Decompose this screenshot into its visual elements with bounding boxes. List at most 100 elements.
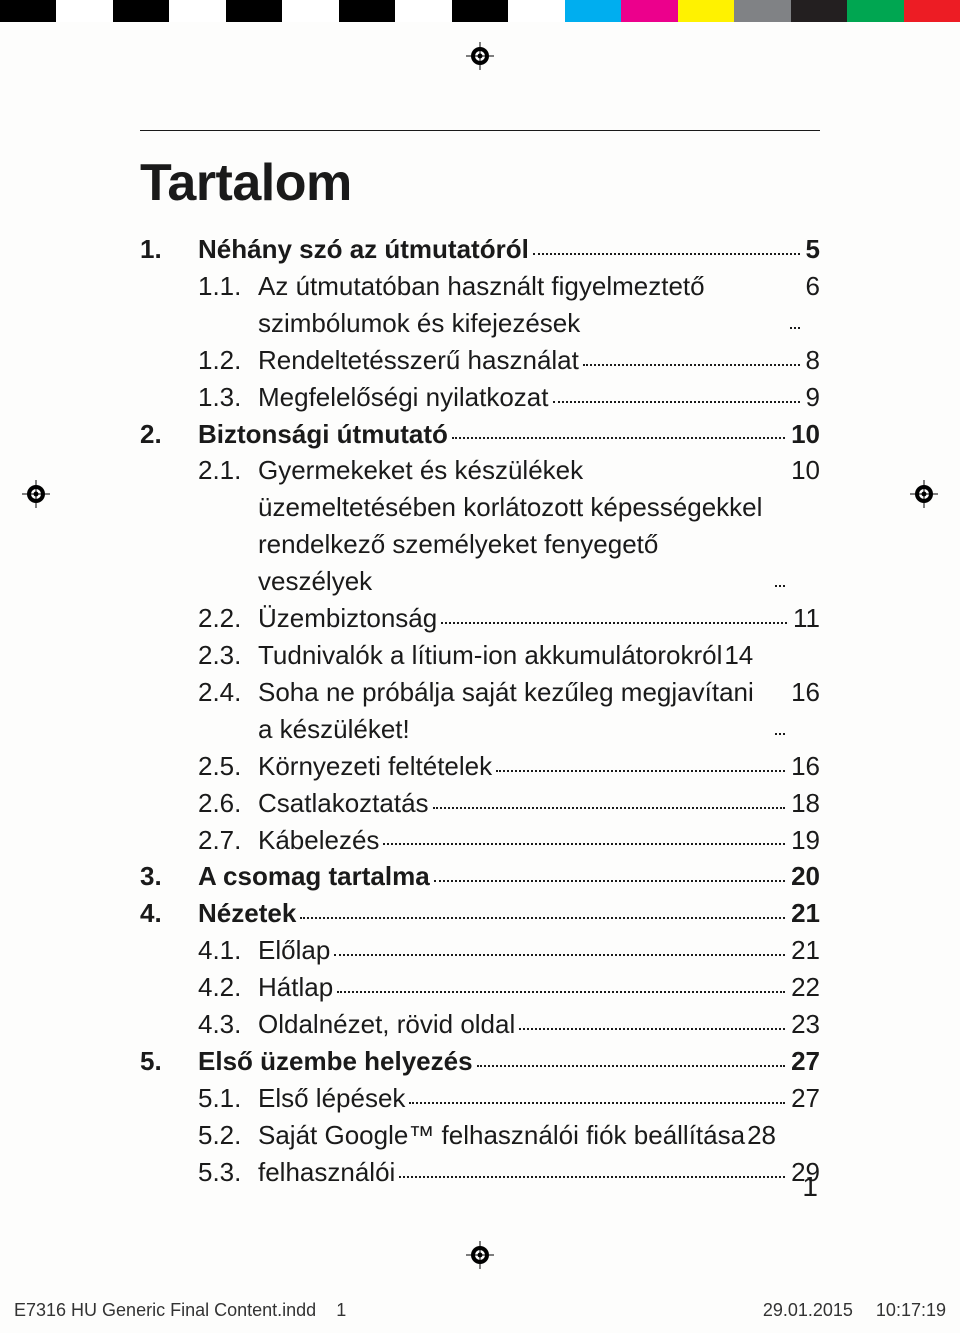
toc-number: 1.1. <box>198 268 258 305</box>
toc-label: Az útmutatóban használt figyelmeztető sz… <box>258 268 786 342</box>
toc-entry-subsection: 2.5.Környezeti feltételek16 <box>140 748 820 785</box>
toc-entry-subsection: 5.3.felhasználói29 <box>140 1154 820 1191</box>
toc-number: 1. <box>140 231 198 268</box>
colorbar-segment <box>226 0 282 22</box>
colorbar-segment <box>904 0 960 22</box>
toc-leader <box>775 733 785 735</box>
toc-entry-subsection: 2.6.Csatlakoztatás18 <box>140 785 820 822</box>
toc-leader <box>334 954 785 956</box>
toc-page: 10 <box>789 416 820 453</box>
toc-entry-subsection: 4.1.Előlap21 <box>140 932 820 969</box>
toc-leader <box>399 1176 785 1178</box>
toc-page: 14 <box>722 637 753 674</box>
toc-leader <box>300 917 785 919</box>
table-of-contents: 1.Néhány szó az útmutatóról51.1.Az útmut… <box>140 231 820 1191</box>
colorbar-segment <box>339 0 395 22</box>
toc-entry-subsection: 2.2.Üzembiztonság11 <box>140 600 820 637</box>
toc-entry-subsection: 1.3.Megfelelőségi nyilatkozat 9 <box>140 379 820 416</box>
toc-entry-section: 2.Biztonsági útmutató10 <box>140 416 820 453</box>
toc-label: Biztonsági útmutató <box>198 416 448 453</box>
toc-number: 2.1. <box>198 452 258 489</box>
toc-page: 8 <box>804 342 820 379</box>
colorbar-segment <box>169 0 225 22</box>
toc-page: 27 <box>789 1080 820 1117</box>
toc-page: 22 <box>789 969 820 1006</box>
colorbar-segment <box>452 0 508 22</box>
toc-label: Soha ne próbálja saját kezűleg megjavíta… <box>258 674 771 748</box>
toc-label: Néhány szó az útmutatóról <box>198 231 529 268</box>
toc-label: A csomag tartalma <box>198 858 430 895</box>
toc-page: 21 <box>789 932 820 969</box>
toc-label: Tudnivalók a lítium-ion akkumulátorokról <box>258 637 722 674</box>
toc-entry-subsection: 2.7.Kábelezés19 <box>140 822 820 859</box>
toc-leader <box>519 1028 785 1030</box>
toc-page: 20 <box>789 858 820 895</box>
toc-label: Környezeti feltételek <box>258 748 492 785</box>
toc-entry-subsection: 2.1.Gyermekeket és készülékek üzemelteté… <box>140 452 820 600</box>
toc-number: 4.3. <box>198 1006 258 1043</box>
toc-page: 16 <box>789 674 820 711</box>
toc-page: 28 <box>745 1117 776 1154</box>
toc-label: Hátlap <box>258 969 333 1006</box>
toc-leader <box>383 843 785 845</box>
toc-entry-subsection: 4.2.Hátlap 22 <box>140 969 820 1006</box>
toc-leader <box>533 253 800 255</box>
toc-label: Oldalnézet, rövid oldal <box>258 1006 515 1043</box>
toc-label: Megfelelőségi nyilatkozat <box>258 379 549 416</box>
toc-page: 11 <box>791 600 820 637</box>
toc-label: felhasználói <box>258 1154 395 1191</box>
toc-number: 1.2. <box>198 342 258 379</box>
toc-entry-section: 1.Néhány szó az útmutatóról 5 <box>140 231 820 268</box>
colorbar-segment <box>791 0 847 22</box>
toc-page: 5 <box>804 231 820 268</box>
toc-entry-subsection: 1.1.Az útmutatóban használt figyelmeztet… <box>140 268 820 342</box>
footer-date: 29.01.2015 <box>745 1300 853 1320</box>
registration-mark-right <box>910 480 938 508</box>
footer-time: 10:17:19 <box>858 1300 946 1320</box>
registration-mark-left <box>22 480 50 508</box>
colorbar-segment <box>565 0 621 22</box>
toc-number: 2.6. <box>198 785 258 822</box>
toc-leader <box>337 991 785 993</box>
toc-number: 4. <box>140 895 198 932</box>
toc-leader <box>583 364 800 366</box>
colorbar-segment <box>56 0 112 22</box>
toc-label: Első lépések <box>258 1080 405 1117</box>
toc-number: 4.1. <box>198 932 258 969</box>
toc-entry-subsection: 5.1.Első lépések 27 <box>140 1080 820 1117</box>
footer-filename: E7316 HU Generic Final Content.indd <box>14 1300 316 1320</box>
colorbar-segment <box>847 0 903 22</box>
top-rule <box>140 130 820 131</box>
toc-page: 27 <box>789 1043 820 1080</box>
colorbar-segment <box>621 0 677 22</box>
toc-number: 2.4. <box>198 674 258 711</box>
toc-number: 5.3. <box>198 1154 258 1191</box>
toc-page: 9 <box>804 379 820 416</box>
toc-leader <box>452 437 785 439</box>
page-title: Tartalom <box>140 153 820 213</box>
toc-page: 10 <box>789 452 820 489</box>
toc-entry-subsection: 2.3.Tudnivalók a lítium-ion akkumulátoro… <box>140 637 820 674</box>
toc-page: 6 <box>804 268 820 305</box>
toc-number: 1.3. <box>198 379 258 416</box>
toc-entry-section: 5.Első üzembe helyezés27 <box>140 1043 820 1080</box>
toc-number: 5. <box>140 1043 198 1080</box>
toc-page: 19 <box>789 822 820 859</box>
toc-entry-subsection: 5.2.Saját Google™ felhasználói fiók beál… <box>140 1117 820 1154</box>
print-footer: E7316 HU Generic Final Content.indd 1 29… <box>14 1300 946 1321</box>
footer-seq: 1 <box>336 1300 346 1320</box>
toc-page: 21 <box>789 895 820 932</box>
colorbar-segment <box>678 0 734 22</box>
toc-label: Üzembiztonság <box>258 600 437 637</box>
toc-label: Rendeltetésszerű használat <box>258 342 579 379</box>
toc-label: Nézetek <box>198 895 296 932</box>
toc-number: 2.7. <box>198 822 258 859</box>
toc-number: 4.2. <box>198 969 258 1006</box>
toc-label: Saját Google™ felhasználói fiók beállítá… <box>258 1117 745 1154</box>
registration-mark-bottom <box>466 1241 494 1269</box>
toc-number: 5.1. <box>198 1080 258 1117</box>
toc-leader <box>496 770 785 772</box>
toc-page: 18 <box>789 785 820 822</box>
toc-leader <box>433 807 786 809</box>
toc-leader <box>553 401 800 403</box>
